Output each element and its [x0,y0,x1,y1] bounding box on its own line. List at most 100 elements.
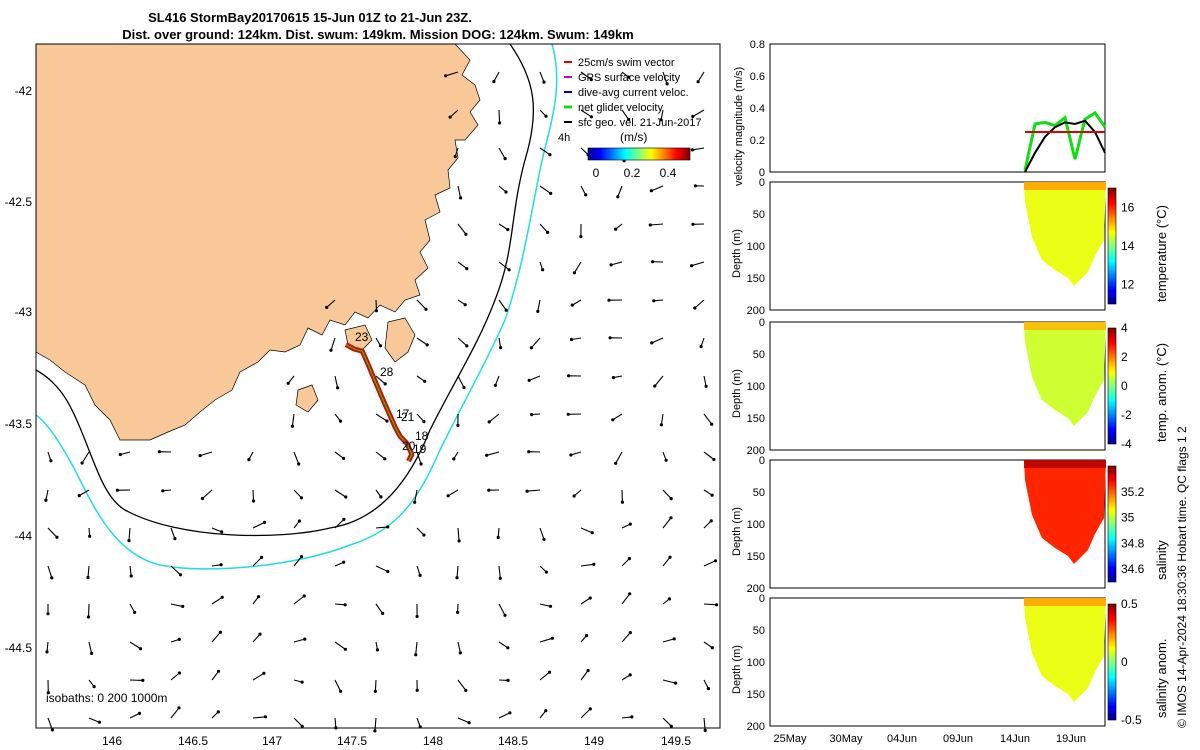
vector-arrow [692,147,705,151]
vector-arrowhead [467,721,471,725]
vector-arrowhead [669,724,673,728]
vector-arrowhead [262,671,266,675]
section-colorbar [1107,327,1117,445]
vector-arrowhead [303,637,307,641]
depth-tick: 150 [747,413,765,425]
vector-arrowhead [177,637,181,642]
vector-arrowhead [627,117,631,122]
vector-arrow [703,451,715,460]
vector-arrow [46,641,49,652]
vector-arrow [610,261,623,266]
vector-arrow [416,451,422,465]
time-tick: 14Jun [1000,733,1030,745]
vector-arrowhead [177,671,181,675]
vector-arrow [539,527,545,540]
x-tick: 147.5 [337,734,367,748]
vector-arrowhead [665,82,669,86]
vector-arrow [170,603,183,607]
vector-arrow [530,337,541,349]
track-label-23: 23 [355,330,369,344]
vector-arrowhead [45,650,49,654]
vector-arrowhead [55,535,59,539]
title-line1: SL416 StormBay20170615 15-Jun 01Z to 21-… [148,10,472,25]
vector-arrowhead [297,519,301,523]
vector-arrow [375,413,388,422]
vector-arrow [651,337,664,344]
vector-arrowhead [527,450,531,454]
surface-band [1024,322,1106,330]
depth-label: Depth (m) [731,507,743,556]
vector-arrowhead [464,232,468,236]
vector-arrowhead [653,384,657,388]
x-tick: 149.5 [661,734,691,748]
vector-arrowhead [650,341,654,345]
vector-arrowhead [691,114,695,119]
vector-arrowhead [423,379,427,383]
time-axis: 25May 30May 04Jun 09Jun 14Jun 19Jun [773,733,1086,745]
vector-arrow [539,71,545,83]
vector-arrowhead [569,337,574,342]
vector-arrow [580,185,587,196]
vector-arrowhead [659,423,664,427]
vector-arrowhead [584,193,588,197]
depth-tick: 100 [747,241,765,253]
track-label-21: 21 [401,410,415,424]
vector-arrowhead [628,673,632,677]
colorbar-tick: 34.8 [1121,536,1145,550]
vector-arrowhead [373,729,377,733]
vector-arrowhead [506,646,510,650]
vector-arrowhead [710,493,714,497]
vector-arrow [612,413,623,421]
velocity-panel: 0 0.2 0.4 0.6 0.8 velocity magnitude (m/… [733,39,1107,186]
vector-arrowhead [529,346,534,350]
vector-arrow [498,261,510,271]
vector-arrow [580,597,591,605]
vector-arrow [87,603,90,618]
colorbar-label: salinity [1154,540,1169,580]
vector-arrowhead [712,457,716,462]
vector-arrowhead [464,688,468,693]
vector-arrowhead [651,260,655,264]
section-panel: 0 50 100 150 200 Depth (m) -0.5 0 0.5 salinity an… [731,593,1169,733]
vector-arrow [457,261,468,270]
vector-arrow [703,679,709,689]
vector-arrow [252,672,265,681]
vector-arrowhead [446,494,450,498]
vector-arrowhead [693,306,697,310]
vector-arrow [703,641,713,649]
vector-arrowhead [664,458,668,462]
vector-arrow [539,603,551,607]
vel-ylabel: velocity magnitude (m/s) [733,67,745,186]
vector-arrow [416,337,428,346]
vector-arrow [334,489,347,498]
vector-arrow [650,223,664,226]
track-label-19: 19 [413,442,427,456]
vector-arrow [621,558,630,567]
vector-arrow [202,489,213,499]
x-tick: 149 [584,734,604,748]
vector-arrow [457,185,462,199]
map-x-axis: 146 146.5 147 147.5 148 148.5 149 149.5 [102,734,691,748]
vector-arrowhead [499,346,503,350]
vector-arrowhead [181,604,185,609]
vector-arrowhead [648,223,652,227]
vector-arrowhead [630,715,634,719]
time-tick: 30May [829,733,863,745]
vector-arrowhead [620,500,625,504]
vector-arrow [662,638,675,643]
current-vectors [44,71,719,733]
surface-band [1024,460,1106,468]
vector-arrow [375,375,386,385]
colorbar-tick: 34.6 [1121,562,1145,576]
section-fill [1024,460,1106,564]
vector-arrowhead [690,264,694,268]
vector-arrow [47,527,58,538]
vector-arrow [691,261,705,267]
vector-arrowhead [344,495,348,499]
section-panel: 0 50 100 150 200 Depth (m) 12 14 16 temperature (… [731,177,1169,317]
vector-arrow [334,603,346,606]
vector-arrowhead [343,603,347,607]
depth-tick: 50 [753,209,765,221]
vector-arrowhead [709,519,713,523]
colorbar-tick: 0 [1121,655,1128,669]
